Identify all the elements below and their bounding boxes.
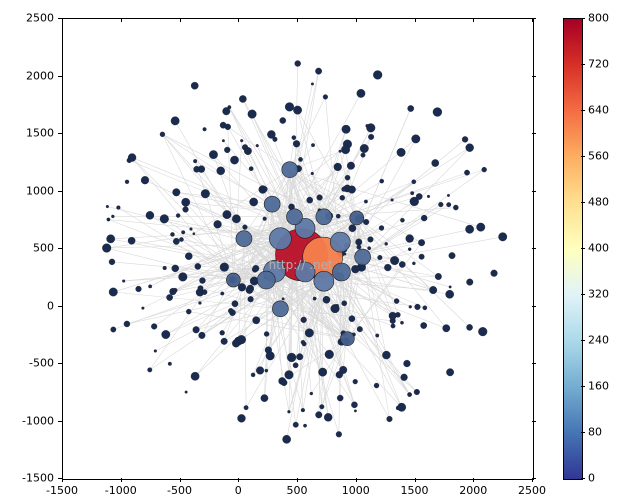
colorbar-tick-label: 640 bbox=[588, 104, 609, 117]
colorbar-tick-mark bbox=[581, 386, 585, 387]
colorbar-tick-mark bbox=[581, 432, 585, 433]
figure: http:// .net -1500 -1000 -500 0 500 1000 1500 2… bbox=[0, 0, 626, 500]
colorbar-tick-mark bbox=[581, 294, 585, 295]
ytick-mark bbox=[532, 18, 536, 19]
ytick-mark bbox=[532, 133, 536, 134]
ytick-mark bbox=[532, 191, 536, 192]
colorbar-tick-mark bbox=[581, 478, 585, 479]
ytick-mark bbox=[58, 76, 62, 77]
colorbar-tick-mark bbox=[581, 248, 585, 249]
colorbar-tick-mark bbox=[581, 18, 585, 19]
ytick-label: 0 bbox=[20, 299, 54, 312]
ytick-mark bbox=[58, 478, 62, 479]
ytick-label: -500 bbox=[20, 357, 54, 370]
ytick-label: 500 bbox=[20, 242, 54, 255]
colorbar-tick-label: 0 bbox=[588, 472, 595, 485]
colorbar-tick-label: 560 bbox=[588, 150, 609, 163]
ytick-label: -1500 bbox=[20, 472, 54, 485]
xtick-mark bbox=[297, 18, 298, 22]
xtick-mark bbox=[473, 18, 474, 22]
ytick-mark bbox=[58, 191, 62, 192]
network-svg bbox=[63, 19, 533, 479]
colorbar-tick-label: 400 bbox=[588, 242, 609, 255]
xtick-label: 1500 bbox=[401, 484, 429, 497]
colorbar-tick-label: 480 bbox=[588, 196, 609, 209]
ytick-mark bbox=[532, 478, 536, 479]
colorbar-tick-mark bbox=[581, 156, 585, 157]
ytick-mark bbox=[532, 76, 536, 77]
ytick-mark bbox=[58, 363, 62, 364]
ytick-mark bbox=[532, 306, 536, 307]
ytick-label: 1000 bbox=[20, 184, 54, 197]
xtick-label: 1000 bbox=[342, 484, 370, 497]
xtick-mark bbox=[297, 478, 298, 482]
ytick-mark bbox=[58, 421, 62, 422]
ytick-mark bbox=[58, 133, 62, 134]
xtick-mark bbox=[121, 478, 122, 482]
xtick-mark bbox=[415, 478, 416, 482]
ytick-mark bbox=[58, 18, 62, 19]
xtick-mark bbox=[415, 18, 416, 22]
colorbar-tick-mark bbox=[581, 340, 585, 341]
ytick-label: 1500 bbox=[20, 127, 54, 140]
colorbar bbox=[563, 18, 583, 480]
network-plot: http:// .net bbox=[62, 18, 534, 480]
ytick-mark bbox=[532, 248, 536, 249]
ytick-mark bbox=[58, 248, 62, 249]
xtick-mark bbox=[356, 18, 357, 22]
xtick-mark bbox=[180, 18, 181, 22]
xtick-mark bbox=[356, 478, 357, 482]
xtick-label: -1500 bbox=[46, 484, 78, 497]
xtick-mark bbox=[180, 478, 181, 482]
xtick-label: 2500 bbox=[518, 484, 546, 497]
ytick-label: -1000 bbox=[20, 414, 54, 427]
xtick-label: 500 bbox=[287, 484, 308, 497]
xtick-label: 2000 bbox=[459, 484, 487, 497]
xtick-mark bbox=[62, 18, 63, 22]
xtick-mark bbox=[121, 18, 122, 22]
ytick-mark bbox=[532, 421, 536, 422]
ytick-mark bbox=[532, 363, 536, 364]
colorbar-tick-label: 720 bbox=[588, 58, 609, 71]
xtick-mark bbox=[238, 478, 239, 482]
ytick-mark bbox=[58, 306, 62, 307]
colorbar-tick-label: 80 bbox=[588, 426, 602, 439]
xtick-mark bbox=[473, 478, 474, 482]
colorbar-tick-mark bbox=[581, 110, 585, 111]
ytick-label: 2000 bbox=[20, 69, 54, 82]
xtick-label: 0 bbox=[235, 484, 242, 497]
xtick-mark bbox=[62, 478, 63, 482]
colorbar-tick-label: 320 bbox=[588, 288, 609, 301]
colorbar-tick-label: 240 bbox=[588, 334, 609, 347]
colorbar-tick-mark bbox=[581, 64, 585, 65]
xtick-label: -500 bbox=[167, 484, 192, 497]
xtick-mark bbox=[238, 18, 239, 22]
colorbar-tick-label: 800 bbox=[588, 12, 609, 25]
xtick-label: -1000 bbox=[105, 484, 137, 497]
colorbar-tick-label: 160 bbox=[588, 380, 609, 393]
colorbar-tick-mark bbox=[581, 202, 585, 203]
ytick-label: 2500 bbox=[20, 12, 54, 25]
